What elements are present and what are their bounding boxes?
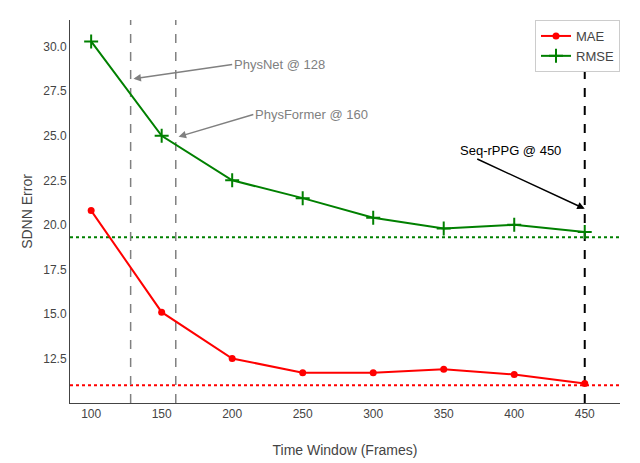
svg-text:22.5: 22.5 bbox=[43, 174, 67, 188]
svg-text:MAE: MAE bbox=[576, 29, 605, 44]
svg-text:350: 350 bbox=[434, 407, 454, 421]
svg-text:Seq-rPPG @ 450: Seq-rPPG @ 450 bbox=[460, 143, 561, 158]
svg-text:Time Window (Frames): Time Window (Frames) bbox=[273, 442, 418, 458]
svg-text:SDNN Error: SDNN Error bbox=[19, 174, 35, 249]
svg-text:RMSE: RMSE bbox=[576, 49, 614, 64]
svg-text:300: 300 bbox=[363, 407, 383, 421]
svg-text:15.0: 15.0 bbox=[43, 307, 67, 321]
svg-text:PhysNet @ 128: PhysNet @ 128 bbox=[234, 57, 325, 72]
svg-text:20.0: 20.0 bbox=[43, 218, 67, 232]
svg-text:17.5: 17.5 bbox=[43, 263, 67, 277]
svg-text:30.0: 30.0 bbox=[43, 40, 67, 54]
svg-text:100: 100 bbox=[81, 407, 101, 421]
svg-text:200: 200 bbox=[222, 407, 242, 421]
svg-text:250: 250 bbox=[293, 407, 313, 421]
svg-text:PhysFormer @ 160: PhysFormer @ 160 bbox=[255, 107, 368, 122]
svg-text:12.5: 12.5 bbox=[43, 352, 67, 366]
svg-text:450: 450 bbox=[575, 407, 595, 421]
svg-text:150: 150 bbox=[152, 407, 172, 421]
svg-text:400: 400 bbox=[504, 407, 524, 421]
svg-text:27.5: 27.5 bbox=[43, 84, 67, 98]
svg-text:25.0: 25.0 bbox=[43, 129, 67, 143]
